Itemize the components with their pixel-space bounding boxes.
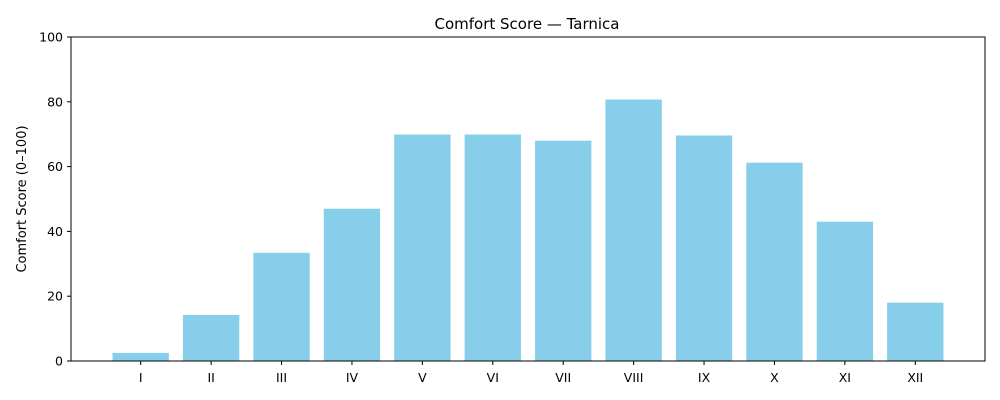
bars-group (112, 99, 944, 362)
x-tick-label: X (770, 370, 779, 385)
bar-IV (323, 208, 381, 361)
y-tick-label: 20 (47, 289, 63, 304)
bar-XII (887, 302, 944, 361)
bar-XI (816, 221, 874, 361)
bar-X (746, 162, 803, 361)
x-tick-label: IV (346, 370, 359, 385)
bar-I (112, 352, 169, 361)
x-tick-label: VII (555, 370, 571, 385)
x-tick-label: VI (487, 370, 499, 385)
plot-frame (70, 36, 986, 362)
bar-VI (464, 134, 521, 361)
y-tick-label: 0 (55, 354, 63, 369)
x-tick-label: I (139, 370, 143, 385)
bar-VIII (605, 99, 662, 362)
bar-III (253, 252, 310, 361)
y-tick-label: 40 (47, 224, 63, 239)
y-axis-label: Comfort Score (0–100) (15, 125, 30, 272)
bar-VII (535, 140, 592, 361)
x-tick-label: II (207, 370, 214, 385)
chart-title: Comfort Score — Tarnica (435, 15, 620, 33)
bar-V (394, 134, 451, 361)
y-tick-label: 100 (39, 30, 63, 45)
x-tick-label: XI (839, 370, 851, 385)
x-tick-label: XII (907, 370, 923, 385)
x-tick-label: V (418, 370, 427, 385)
bar-II (182, 314, 240, 361)
x-tick-label: III (276, 370, 287, 385)
x-tick-label: IX (698, 370, 711, 385)
y-tick-label: 60 (47, 159, 63, 174)
x-tick-label: VIII (624, 370, 644, 385)
bar-IX (675, 135, 733, 361)
y-tick-label: 80 (47, 94, 63, 109)
